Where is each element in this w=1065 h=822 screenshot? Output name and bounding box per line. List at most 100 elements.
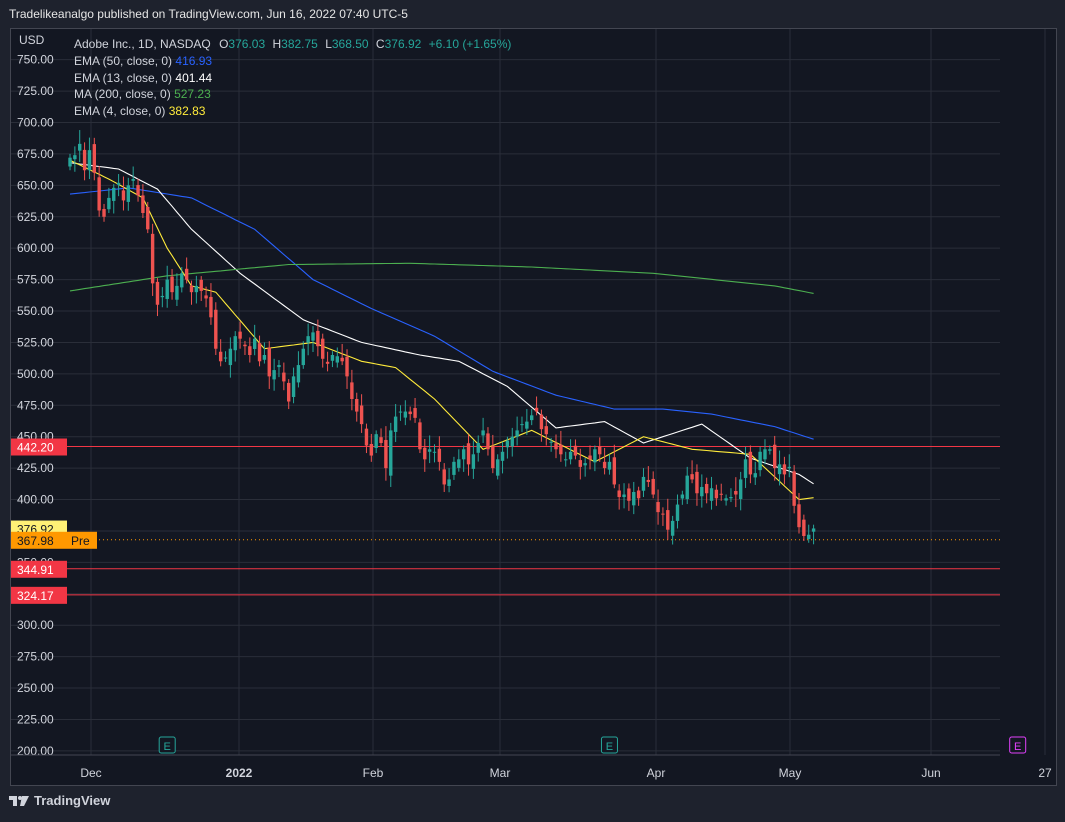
candle (520, 416, 524, 432)
candle (146, 201, 150, 234)
candle-body (68, 157, 72, 167)
candle-body (335, 356, 339, 363)
candle-body (73, 155, 77, 160)
candle-body (549, 441, 553, 443)
candle (811, 524, 816, 545)
candle-body (612, 457, 617, 485)
candle (116, 174, 121, 197)
indicator-label: MA (200, close, 0) (74, 87, 171, 102)
candle (389, 422, 393, 487)
x-tick-label: Mar (490, 766, 511, 780)
candle-body (729, 497, 733, 499)
candle (505, 436, 510, 459)
price-tag-level: 442.20 (11, 438, 67, 456)
candle (461, 445, 466, 472)
candle (486, 427, 490, 456)
y-tick-label: 525.00 (17, 335, 54, 349)
candle-body (393, 416, 398, 432)
candle-body (262, 355, 267, 360)
candle (481, 417, 485, 443)
candle-body (797, 504, 801, 528)
candle-body (374, 434, 378, 449)
candle (743, 446, 748, 488)
candle-body (78, 143, 82, 151)
candle (632, 481, 636, 515)
candle (782, 456, 787, 485)
candle (554, 434, 558, 459)
candle-body (418, 422, 422, 450)
candle-body (384, 439, 388, 469)
candle-body (82, 149, 87, 171)
candle (82, 142, 87, 181)
candle (384, 426, 388, 481)
candle-body (641, 476, 646, 491)
candle-body (126, 185, 131, 202)
candle-body (272, 370, 276, 380)
candle (607, 454, 612, 475)
candle (734, 477, 738, 508)
candle (248, 337, 252, 363)
candle-body (559, 444, 563, 455)
candle (355, 392, 359, 422)
candle (184, 257, 189, 284)
candle-body (291, 376, 296, 397)
indicator-value: 416.93 (175, 53, 213, 68)
candle (797, 493, 801, 534)
indicator-row-ema50[interactable]: EMA (50, close, 0) 416.93 (74, 53, 511, 70)
candle-body (296, 365, 301, 383)
x-tick-label: Dec (80, 766, 101, 780)
candle (306, 323, 310, 356)
candle-body (170, 276, 174, 293)
candle-body (136, 185, 140, 196)
candle-body (675, 504, 680, 521)
candle (510, 427, 514, 457)
candle (345, 349, 349, 389)
candle (530, 409, 534, 426)
y-tick-label: 300.00 (17, 618, 54, 632)
candle (180, 267, 184, 293)
x-tick-label: 27 (1038, 766, 1052, 780)
candle-body (277, 365, 281, 368)
price-chart[interactable]: 200.00225.00250.00275.00300.00325.00350.… (11, 29, 1056, 785)
candle (466, 434, 471, 476)
candle (330, 351, 335, 368)
candle (155, 278, 160, 317)
candle (525, 409, 529, 435)
indicator-row-ema13[interactable]: EMA (13, close, 0) 401.44 (74, 70, 511, 87)
candle (92, 137, 96, 181)
candle-body (486, 433, 490, 450)
indicator-row-ema4[interactable]: EMA (4, close, 0) 382.83 (74, 103, 511, 120)
y-tick-label: 250.00 (17, 681, 54, 695)
candle-body (554, 443, 558, 450)
candle-body (369, 443, 374, 456)
candle-body (379, 437, 383, 443)
ema50-line (69, 187, 814, 440)
candle (359, 394, 364, 433)
candle-body (680, 494, 685, 499)
indicator-row-ma200[interactable]: MA (200, close, 0) 527.23 (74, 86, 511, 103)
candle (602, 448, 607, 475)
candle (398, 405, 403, 421)
candle-body (709, 488, 714, 501)
candle-body (112, 187, 116, 201)
close-value: 376.92 (384, 37, 422, 51)
candle (199, 276, 203, 301)
candle-body (578, 460, 582, 467)
candle-body (510, 436, 514, 447)
candle-body (491, 446, 495, 469)
candle-body (116, 182, 121, 185)
candle (559, 430, 563, 462)
candle (457, 449, 461, 472)
candle (165, 265, 169, 308)
candle-body (656, 502, 660, 513)
candle-body (666, 510, 670, 530)
candle (564, 451, 568, 467)
candle (350, 369, 354, 411)
indicator-label: EMA (13, close, 0) (74, 70, 173, 85)
candle-body (107, 197, 111, 210)
indicator-value: 527.23 (174, 87, 211, 102)
candle (175, 273, 179, 306)
candle (704, 477, 709, 504)
candle (583, 458, 587, 477)
candle (539, 409, 544, 442)
